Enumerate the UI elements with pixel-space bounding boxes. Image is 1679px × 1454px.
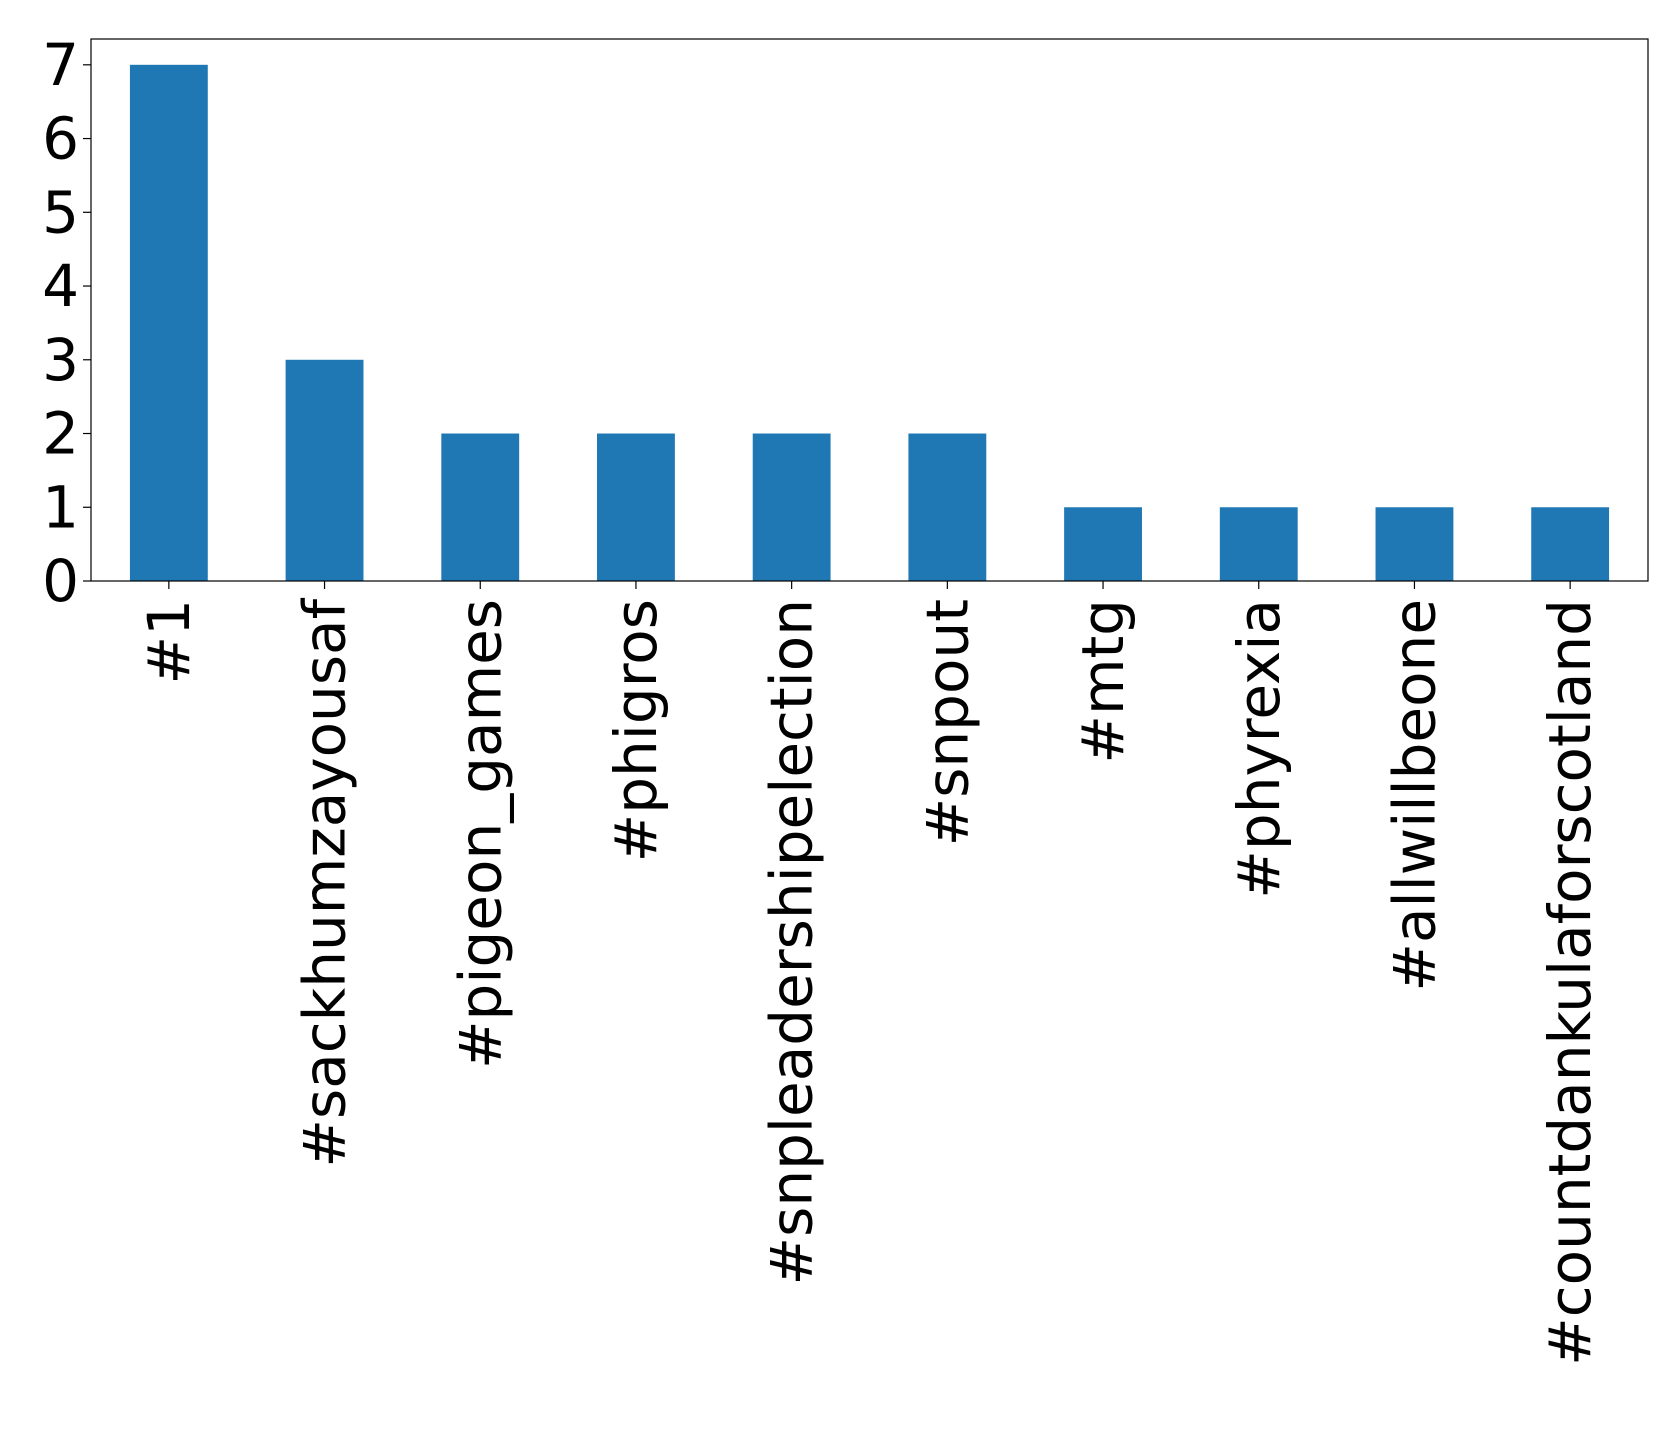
x-tick-label: #countdankulaforscotland — [1536, 599, 1604, 1366]
y-tick-label: 3 — [42, 326, 79, 394]
y-tick-label: 1 — [42, 473, 79, 541]
x-tick-label: #phigros — [602, 599, 670, 862]
y-tick-label: 0 — [42, 547, 79, 615]
x-axis: #1 #sackhumzayousaf #pigeon_games #phigros #… — [135, 581, 1604, 1366]
bar-sackhumzayousaf — [285, 359, 364, 581]
y-tick-label: 6 — [42, 105, 79, 173]
bar-snpout — [908, 433, 987, 581]
x-tick-label: #mtg — [1069, 599, 1137, 764]
y-tick-label: 7 — [42, 31, 79, 99]
bar-allwillbeone — [1375, 507, 1454, 581]
x-tick-label: #snpout — [913, 599, 981, 846]
bar-phyrexia — [1219, 507, 1298, 581]
plot-frame — [90, 38, 1649, 582]
y-tick-label: 2 — [42, 400, 79, 468]
x-tick-label: #1 — [135, 599, 203, 685]
x-tick-label: #snpleadershipelection — [758, 599, 826, 1285]
x-tick-label: #sackhumzayousaf — [291, 597, 359, 1167]
bar-countdankulaforscotland — [1531, 507, 1610, 581]
bars-group — [129, 64, 1610, 582]
bar-snpleadershipelection — [752, 433, 831, 581]
x-tick-label: #allwillbeone — [1380, 599, 1448, 992]
bar-pigeon_games — [441, 433, 520, 581]
y-tick-label: 5 — [42, 178, 79, 246]
y-tick-label: 4 — [42, 252, 79, 320]
x-tick-label: #pigeon_games — [446, 599, 514, 1069]
bar-mtg — [1064, 507, 1142, 581]
x-tick-label: #phyrexia — [1225, 599, 1293, 899]
bar-1 — [129, 64, 208, 582]
bar-phigros — [597, 433, 675, 581]
